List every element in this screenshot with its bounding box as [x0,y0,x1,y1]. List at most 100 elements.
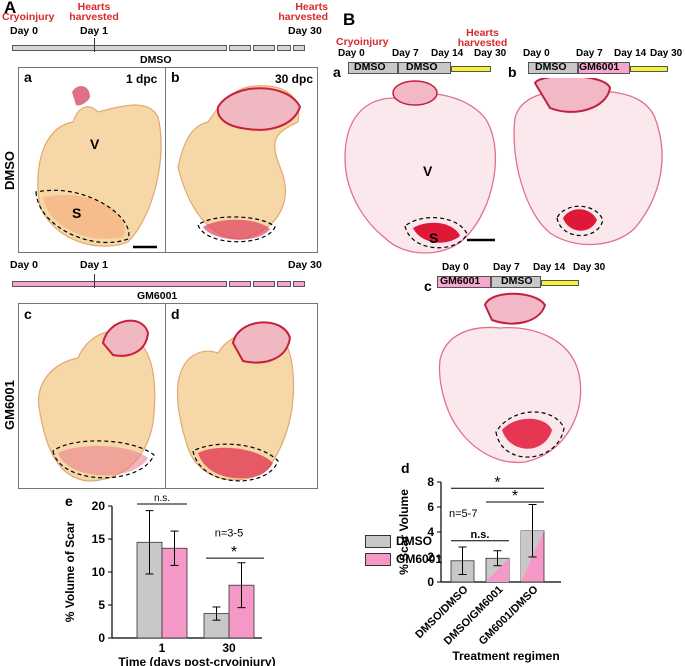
bb-seg3 [630,66,668,72]
bc-seg1 [437,276,491,288]
panel-d-letter: d [401,460,410,476]
subpanel-b-b: b [508,64,517,80]
x-tick-label: GM6001/DMSO [477,583,541,647]
y-tick-label: 15 [92,532,106,546]
scar-bb [563,209,597,231]
gm-timeline-label: GM6001 [137,290,178,302]
atrium-d [231,321,292,364]
day1-tick-2 [94,274,95,288]
ba-day14: Day 14 [431,48,464,59]
dmso-timeline-bar [12,45,227,51]
y-tick-label: 6 [427,500,434,514]
bc-day14: Day 14 [533,262,566,273]
panel-a-divider [165,67,166,253]
legend-dmso-label: DMSO [396,534,432,548]
dmso-timeline-seg [277,45,291,51]
gm-timeline-seg [253,281,275,287]
panel-a-divider-2 [165,303,166,489]
y-tick-label: 8 [427,475,434,489]
bb-day7: Day 7 [576,48,603,59]
legend-dmso-swatch [365,535,391,548]
heart-section-bc [438,292,582,464]
atrium-bc [483,292,547,325]
harvest-label-day1: Hearts harvested [69,1,119,23]
panel-b-letter: B [343,10,356,29]
bb-day14: Day 14 [614,48,647,59]
scar-label-b: S [429,230,439,246]
subpanel-b-c: c [424,278,432,294]
gm-timeline-bar [12,281,227,287]
timeline-b-day30: Day 30 [288,259,322,271]
row-label-dmso: DMSO [2,151,17,190]
timeline-b-day0: Day 0 [10,259,39,271]
dpc-30-label: 30 dpc [275,72,314,86]
bb-day30: Day 30 [650,48,683,59]
scar-b [203,219,270,240]
panel-e-letter: e [65,493,73,509]
annotation-star-2: * [512,488,518,505]
subpanel-d: d [171,306,180,322]
bb-drug1: DMSO [535,61,567,73]
ba-day0: Day 0 [338,48,365,59]
subpanel-b: b [171,69,180,85]
scar-ba [413,222,460,243]
cryoinjury-label: Cryoinjury [2,11,55,23]
annotation-star-1: * [494,474,500,491]
atrium-a [72,85,90,106]
atrium-b [216,87,302,131]
scar-d [198,447,273,479]
scar-outline-b [197,216,276,243]
scar-outline-bc [495,411,565,458]
atrium-ba [392,80,438,106]
subpanel-c: c [24,306,32,322]
scar-outline-d [192,443,279,482]
bb-drug2: GM6001 [579,61,620,73]
scar-c [58,446,148,476]
ba-day7: Day 7 [392,48,419,59]
atrium-bb [533,78,612,113]
heart-sections-row2 [38,319,295,482]
timeline-a-day1: Day 1 [80,25,109,37]
ba-seg3 [451,66,491,72]
scar-outline-c [52,440,155,479]
annotation-star: * [231,544,237,561]
scar-outline-ba [404,217,468,249]
bb-day0: Day 0 [523,48,550,59]
annotation-ns: n.s. [471,529,490,541]
ba-seg2 [398,62,451,74]
bc-day7: Day 7 [493,262,520,273]
subpanel-a: a [24,69,32,85]
annotation-n: n=3-5 [215,527,243,539]
scar-label-a: S [72,205,82,221]
b-cryoinjury-label: Cryoinjury [336,36,389,48]
gm-timeline-seg [293,281,305,287]
legend-gm-swatch [365,553,391,566]
scar-a [43,195,125,239]
b-harvest-label: Hearts harvested [457,27,508,49]
heart-ba [344,92,497,254]
bc-day0: Day 0 [442,262,469,273]
row-label-gm6001: GM6001 [2,380,17,430]
heart-sections-row1 [35,85,302,249]
ba-day30: Day 30 [474,48,507,59]
y-tick-label: 20 [92,499,106,513]
day1-tick [94,38,95,52]
timeline-a-day0: Day 0 [10,25,39,37]
panel-a-letter: A [4,0,17,17]
heart-sections-panel-b-top [344,78,663,254]
y-tick-label: 0 [427,575,434,589]
ba-seg1 [348,62,398,74]
dmso-timeline-seg [293,45,305,51]
dmso-timeline-seg [253,45,275,51]
x-axis-label: Treatment regimen [452,649,559,663]
y-tick-label: 5 [98,598,105,612]
bb-seg1 [528,62,578,74]
bc-seg2 [491,276,541,288]
bc-seg3 [541,280,579,286]
y-tick-label: 4 [427,525,434,539]
scar-bc [502,418,552,449]
ba-drug2: DMSO [406,61,438,73]
gm-timeline-seg [277,281,291,287]
y-axis-label: % Volume of Scar [63,521,77,622]
